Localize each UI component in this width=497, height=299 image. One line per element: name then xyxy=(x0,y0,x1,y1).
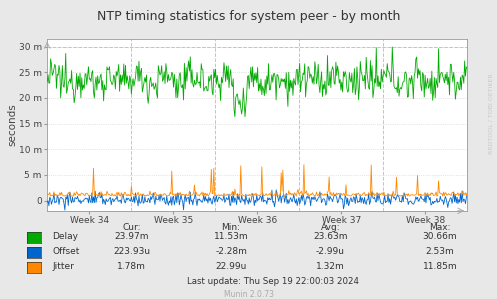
Y-axis label: seconds: seconds xyxy=(7,103,17,146)
Text: Last update: Thu Sep 19 22:00:03 2024: Last update: Thu Sep 19 22:00:03 2024 xyxy=(187,277,359,286)
Text: 11.85m: 11.85m xyxy=(422,262,457,271)
Text: NTP timing statistics for system peer - by month: NTP timing statistics for system peer - … xyxy=(97,10,400,23)
Text: 11.53m: 11.53m xyxy=(214,232,248,241)
Text: Min:: Min: xyxy=(222,223,241,232)
Text: 1.78m: 1.78m xyxy=(117,262,146,271)
Text: Jitter: Jitter xyxy=(52,262,74,271)
Text: -2.99u: -2.99u xyxy=(316,247,345,256)
Text: 22.99u: 22.99u xyxy=(215,262,247,271)
Text: Max:: Max: xyxy=(429,223,451,232)
Text: -2.28m: -2.28m xyxy=(215,247,247,256)
Text: 2.53m: 2.53m xyxy=(425,247,454,256)
Text: RRDTOOL / TOBI OETIKER: RRDTOOL / TOBI OETIKER xyxy=(488,73,493,154)
Text: Cur:: Cur: xyxy=(122,223,141,232)
Text: 223.93u: 223.93u xyxy=(113,247,150,256)
Text: 23.97m: 23.97m xyxy=(114,232,149,241)
Text: 1.32m: 1.32m xyxy=(316,262,345,271)
Text: Offset: Offset xyxy=(52,247,80,256)
Text: Avg:: Avg: xyxy=(321,223,340,232)
Text: Munin 2.0.73: Munin 2.0.73 xyxy=(224,290,273,299)
Text: 23.63m: 23.63m xyxy=(313,232,348,241)
Text: Delay: Delay xyxy=(52,232,78,241)
Text: 30.66m: 30.66m xyxy=(422,232,457,241)
